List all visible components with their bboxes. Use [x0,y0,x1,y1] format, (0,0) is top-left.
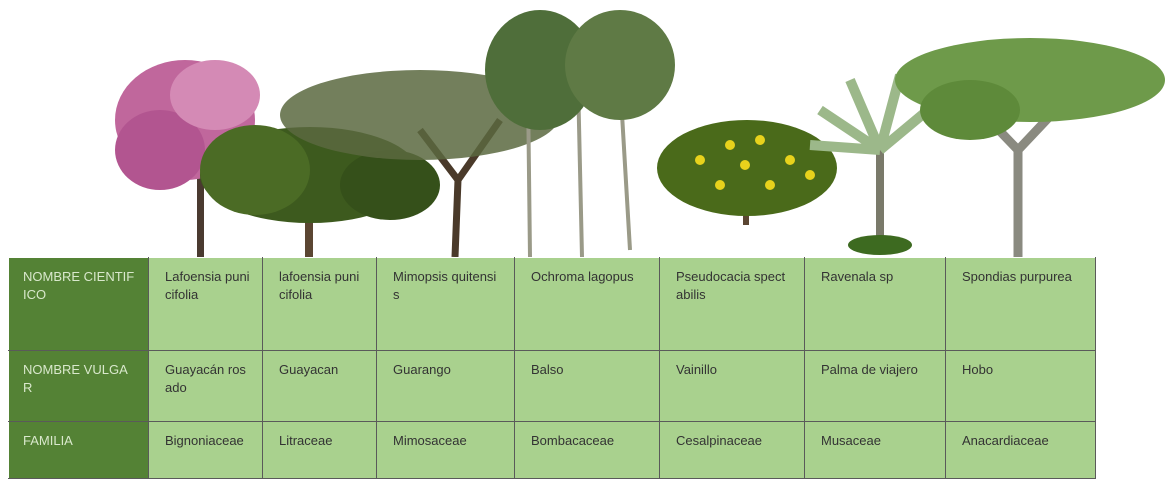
table-cell: Balso [514,350,660,422]
table-cell: Bignoniaceae [148,421,263,479]
table-cell: Ochroma lagopus [514,257,660,351]
table-cell: Bombacaceae [514,421,660,479]
table-cell: Pseudocacia spectabilis [659,257,805,351]
tree-yellow [657,120,837,225]
table-cell: Mimosaceae [376,421,515,479]
table-row: NOMBRE CIENTIFICO Lafoensia punicifolia la… [8,257,1096,351]
tree-tall [485,10,675,258]
table-cell: lafoensia punicifolia [262,257,377,351]
table-row: FAMILIA Bignoniaceae Litraceae Mimosaceae Bo… [8,421,1096,479]
table-cell: Spondias purpurea [945,257,1096,351]
tree-palm [809,73,944,255]
table-body: NOMBRE CIENTIFICO Lafoensia punicifolia la… [8,257,1096,479]
table-cell: Palma de viajero [804,350,946,422]
table-cell: Vainillo [659,350,805,422]
table-cell: Lafoensia punicifolia [148,257,263,351]
table-cell: Litraceae [262,421,377,479]
row-header: FAMILIA [8,421,149,479]
table-cell: Hobo [945,350,1096,422]
tree-illustrations [115,10,1165,258]
table-cell: Guayacán rosado [148,350,263,422]
row-header: NOMBRE CIENTIFICO [8,257,149,351]
table-cell: Mimopsis quitensis [376,257,515,351]
table-cell: Guayacan [262,350,377,422]
table-cell: Musaceae [804,421,946,479]
table-cell: Ravenala sp [804,257,946,351]
table-cell: Anacardiaceae [945,421,1096,479]
species-table: NOMBRE CIENTIFICO Lafoensia punicifolia la… [8,257,1096,479]
row-header: NOMBRE VULGAR [8,350,149,422]
table-cell: Cesalpinaceae [659,421,805,479]
table-row: NOMBRE VULGAR Guayacán rosado Guayacan Guar… [8,350,1096,422]
tree-big [895,38,1165,257]
table-cell: Guarango [376,350,515,422]
